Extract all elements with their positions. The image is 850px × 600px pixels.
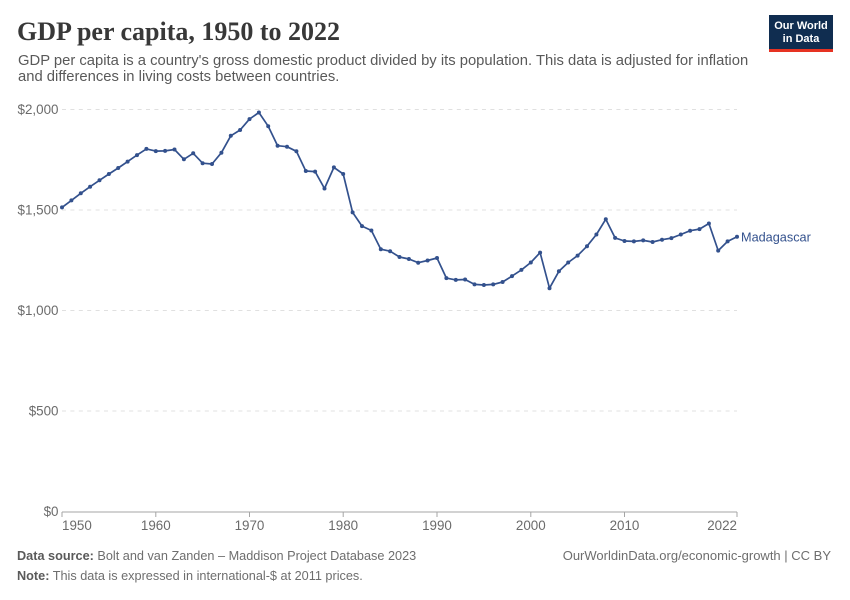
svg-text:$1,000: $1,000 — [18, 303, 59, 318]
svg-text:1950: 1950 — [62, 518, 92, 533]
svg-text:1990: 1990 — [422, 518, 452, 533]
svg-text:$500: $500 — [29, 404, 59, 419]
svg-text:1960: 1960 — [141, 518, 171, 533]
svg-text:1970: 1970 — [235, 518, 265, 533]
svg-text:Madagascar: Madagascar — [741, 231, 812, 245]
svg-text:$2,000: $2,000 — [18, 102, 59, 117]
svg-text:2022: 2022 — [707, 518, 737, 533]
svg-text:$1,500: $1,500 — [18, 203, 59, 218]
svg-text:2000: 2000 — [516, 518, 546, 533]
svg-text:2010: 2010 — [610, 518, 640, 533]
svg-text:1980: 1980 — [328, 518, 358, 533]
svg-text:$0: $0 — [44, 504, 59, 519]
